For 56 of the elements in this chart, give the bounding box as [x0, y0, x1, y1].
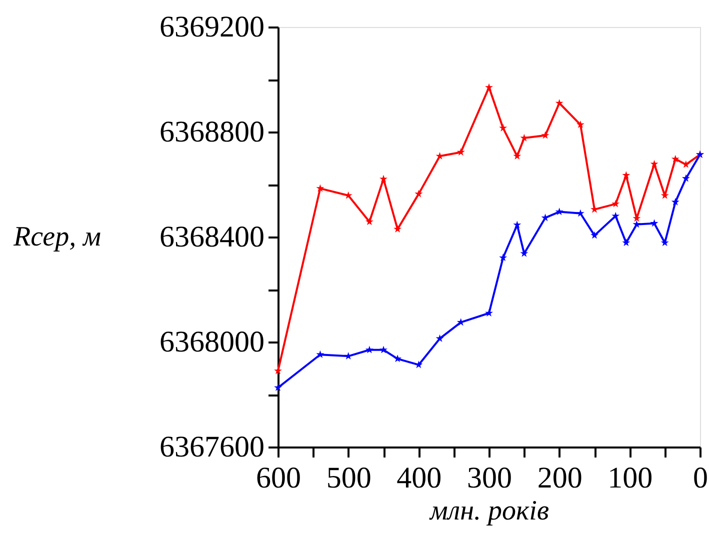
point [671, 154, 680, 162]
point [414, 190, 423, 198]
point [316, 350, 324, 358]
point [499, 124, 508, 132]
point [555, 208, 564, 216]
point [436, 334, 444, 342]
point [555, 98, 564, 107]
y-tick-label: 6367600 [160, 430, 264, 464]
point [622, 171, 630, 179]
point [660, 238, 669, 246]
y-axis-title: Rсер, м [12, 222, 102, 252]
x-tick-label: 0 [693, 462, 708, 494]
y-tick-label: 6368000 [160, 326, 264, 358]
point [576, 209, 584, 217]
point [612, 212, 620, 220]
point [274, 383, 282, 392]
point [520, 134, 528, 142]
point [456, 148, 465, 156]
point [682, 174, 690, 182]
x-tick-label: 100 [608, 462, 653, 494]
point [274, 366, 282, 374]
point [485, 83, 493, 91]
point [612, 200, 620, 208]
point [590, 231, 598, 239]
point [380, 174, 388, 182]
x-tick-label: 400 [396, 462, 442, 494]
point [365, 218, 374, 226]
x-tick-label: 600 [256, 462, 301, 494]
point [485, 308, 493, 317]
point [660, 191, 669, 199]
point [513, 152, 522, 160]
point [541, 131, 550, 139]
y-tick-label: 6368800 [160, 116, 264, 148]
y-tick-label: 6368400 [160, 220, 264, 254]
point [682, 160, 690, 168]
x-tick-label: 300 [467, 462, 512, 494]
point [576, 120, 584, 128]
y-tick-label: 6369200 [160, 10, 264, 44]
x-tick-label: 200 [537, 462, 582, 494]
point [520, 249, 528, 257]
point [380, 346, 388, 354]
point [632, 220, 641, 228]
point [394, 224, 402, 233]
x-axis-title: млн. років [429, 496, 549, 526]
point [394, 354, 402, 362]
point [632, 214, 641, 222]
point [622, 238, 630, 246]
point [365, 346, 374, 354]
point [513, 220, 522, 228]
point [650, 160, 658, 168]
point [671, 198, 680, 206]
x-tick-label: 500 [326, 462, 372, 494]
point [436, 152, 444, 160]
point [316, 184, 324, 192]
point [499, 254, 508, 262]
point [650, 219, 658, 227]
